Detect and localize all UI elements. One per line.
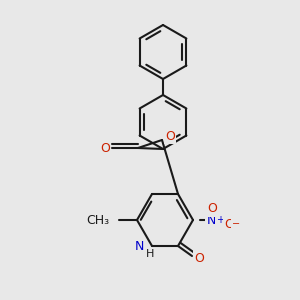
Text: +: + — [216, 215, 224, 225]
Text: CH₃: CH₃ — [86, 214, 109, 226]
Text: −: − — [232, 219, 240, 229]
Text: H: H — [146, 249, 154, 259]
Text: N: N — [135, 239, 144, 253]
Text: O: O — [224, 218, 234, 230]
Text: O: O — [165, 130, 175, 142]
Text: O: O — [207, 202, 217, 215]
Text: O: O — [100, 142, 110, 154]
Text: N: N — [206, 214, 216, 226]
Text: O: O — [194, 251, 204, 265]
